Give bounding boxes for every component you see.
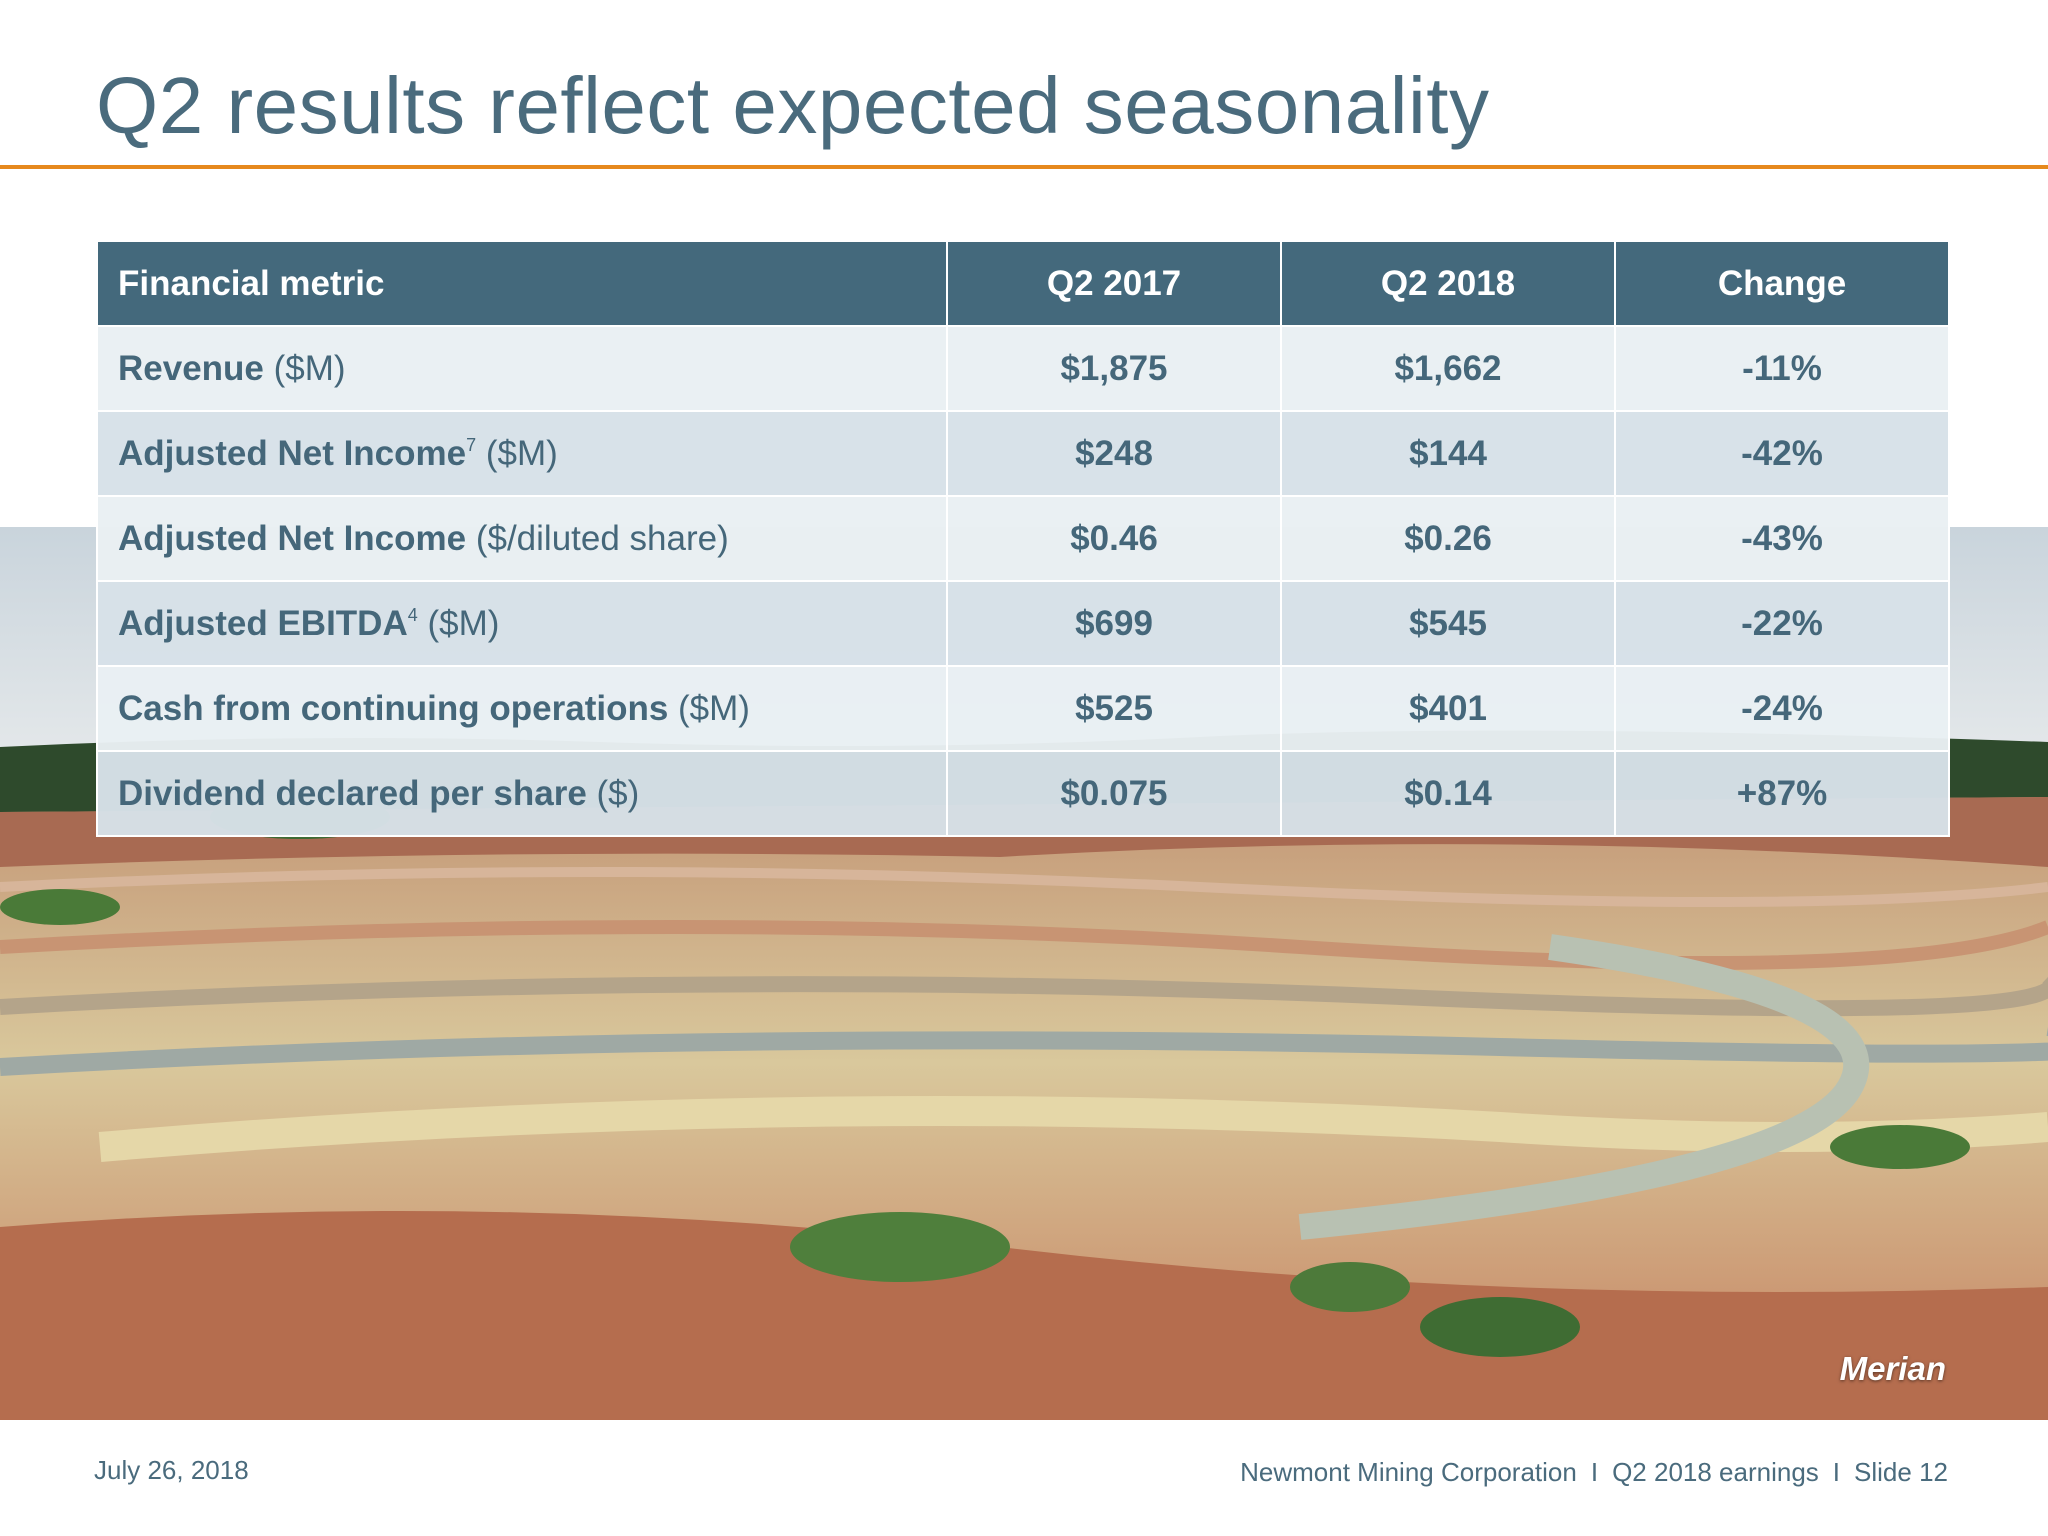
photo-caption: Merian [1839, 1350, 1946, 1387]
table-row: Cash from continuing operations ($M) $52… [96, 665, 1950, 752]
q2-2017-value: $0.46 [946, 495, 1282, 582]
change-value: +87% [1614, 750, 1950, 837]
metric-name: Cash from continuing operations [118, 688, 669, 728]
q2-2018-value: $401 [1280, 665, 1616, 752]
q2-2017-value: $1,875 [946, 325, 1282, 412]
slide-title: Q2 results reflect expected seasonality [96, 61, 1490, 150]
header-q2-2018: Q2 2018 [1280, 240, 1616, 327]
footer-separator: I [1832, 1457, 1841, 1487]
change-value: -42% [1614, 410, 1950, 497]
footer-separator: I [1590, 1457, 1599, 1487]
metric-unit: ($/diluted share) [466, 518, 729, 558]
footer-report: Q2 2018 earnings [1612, 1457, 1819, 1487]
financial-metrics-table: Financial metric Q2 2017 Q2 2018 Change … [96, 240, 1950, 837]
metric-unit: ($M) [417, 603, 500, 643]
table-row: Adjusted Net Income ($/diluted share) $0… [96, 495, 1950, 582]
q2-2018-value: $0.14 [1280, 750, 1616, 837]
metric-name: Revenue [118, 348, 264, 388]
change-value: -24% [1614, 665, 1950, 752]
metric-name: Adjusted Net Income [118, 518, 467, 558]
q2-2017-value: $699 [946, 580, 1282, 667]
metric-unit: ($M) [476, 433, 558, 473]
q2-2018-value: $0.26 [1280, 495, 1616, 582]
metric-name: Dividend declared per share [118, 773, 587, 813]
footer-company: Newmont Mining Corporation [1240, 1457, 1577, 1487]
q2-2017-value: $0.075 [946, 750, 1282, 837]
header-financial-metric: Financial metric [96, 240, 948, 327]
q2-2018-value: $545 [1280, 580, 1616, 667]
q2-2017-value: $525 [946, 665, 1282, 752]
table-row: Revenue ($M) $1,875 $1,662 -11% [96, 325, 1950, 412]
footnote-marker: 7 [466, 434, 477, 455]
metric-cell: Dividend declared per share ($) [96, 750, 948, 837]
title-divider [0, 165, 2048, 169]
table-row: Adjusted Net Income7 ($M) $248 $144 -42% [96, 410, 1950, 497]
metric-unit: ($M) [263, 348, 346, 388]
change-value: -22% [1614, 580, 1950, 667]
footer-slide-number: Slide 12 [1854, 1457, 1948, 1487]
footer-info: Newmont Mining Corporation I Q2 2018 earni… [1240, 1457, 1948, 1488]
header-change: Change [1614, 240, 1950, 327]
metric-cell: Revenue ($M) [96, 325, 948, 412]
metric-cell: Adjusted Net Income ($/diluted share) [96, 495, 948, 582]
footnote-marker: 4 [407, 604, 418, 625]
table-header-row: Financial metric Q2 2017 Q2 2018 Change [96, 240, 1950, 327]
metric-name: Adjusted Net Income [118, 433, 467, 473]
table-row: Adjusted EBITDA4 ($M) $699 $545 -22% [96, 580, 1950, 667]
table-row: Dividend declared per share ($) $0.075 $… [96, 750, 1950, 837]
q2-2018-value: $1,662 [1280, 325, 1616, 412]
change-value: -43% [1614, 495, 1950, 582]
q2-2017-value: $248 [946, 410, 1282, 497]
metric-cell: Adjusted EBITDA4 ($M) [96, 580, 948, 667]
change-value: -11% [1614, 325, 1950, 412]
metric-name: Adjusted EBITDA [118, 603, 408, 643]
header-q2-2017: Q2 2017 [946, 240, 1282, 327]
metric-cell: Cash from continuing operations ($M) [96, 665, 948, 752]
metric-unit: ($) [586, 773, 640, 813]
metric-unit: ($M) [668, 688, 750, 728]
footer-date: July 26, 2018 [94, 1455, 249, 1485]
metric-cell: Adjusted Net Income7 ($M) [96, 410, 948, 497]
q2-2018-value: $144 [1280, 410, 1616, 497]
